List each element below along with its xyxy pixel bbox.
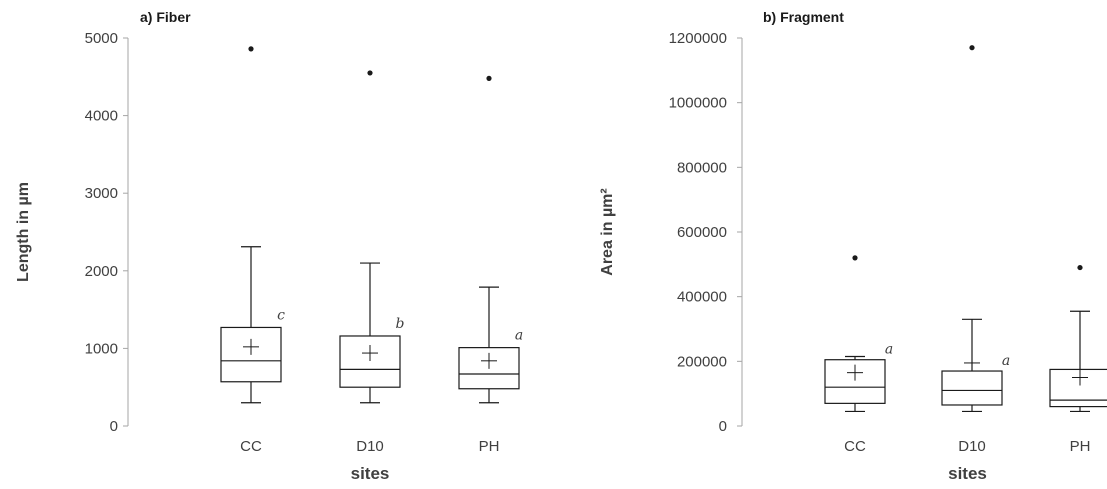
- fragment-x-axis-label: sites: [948, 464, 987, 483]
- fiber-y-tick-label: 3000: [85, 185, 118, 202]
- fragment-cc-outlier-point: [852, 255, 858, 261]
- fragment-y-axis-label: Area in µm²: [599, 188, 616, 275]
- fiber-y-tick-label: 2000: [85, 263, 118, 280]
- fragment-d10-outlier-point: [969, 45, 975, 51]
- fragment-y-tick-label: 1200000: [669, 30, 727, 47]
- fiber-y-tick-label: 1000: [85, 340, 118, 357]
- fiber-y-tick-label: 5000: [85, 30, 118, 47]
- fiber-d10-category-label: D10: [356, 438, 384, 455]
- fiber-y-axis-label: Length in µm: [15, 182, 32, 282]
- fiber-panel-title: a) Fiber: [140, 9, 191, 25]
- fiber-cc-significance-letter: c: [277, 307, 285, 323]
- fragment-cc-significance-letter: a: [885, 342, 893, 358]
- fragment-y-tick-label: 200000: [677, 353, 727, 370]
- fiber-ph-significance-letter: a: [515, 328, 523, 344]
- fragment-y-tick-label: 400000: [677, 289, 727, 306]
- fragment-ph-category-label: PH: [1070, 438, 1091, 455]
- fragment-y-tick-label: 600000: [677, 224, 727, 241]
- fiber-d10-significance-letter: b: [396, 316, 405, 332]
- fiber-x-axis-label: sites: [351, 464, 390, 483]
- fiber-y-tick-label: 4000: [85, 108, 118, 125]
- fragment-ph-outlier-point: [1077, 264, 1083, 271]
- fiber-ph-category-label: PH: [479, 438, 500, 455]
- fragment-panel-title: b) Fragment: [763, 9, 844, 25]
- fiber-y-tick-label: 0: [110, 418, 118, 435]
- fiber-d10-box: [339, 335, 401, 388]
- fragment-d10-significance-letter: a: [1002, 353, 1010, 369]
- fragment-d10-category-label: D10: [958, 438, 986, 455]
- fragment-ph-box: [1049, 368, 1107, 408]
- fiber-cc-category-label: CC: [240, 438, 262, 455]
- fiber-cc-outlier-point: [248, 46, 254, 52]
- fragment-y-tick-label: 800000: [677, 159, 727, 176]
- fragment-y-tick-label: 0: [719, 418, 727, 435]
- fragment-y-tick-label: 1000000: [669, 95, 727, 112]
- fragment-d10-box: [941, 370, 1003, 406]
- fiber-ph-outlier-point: [486, 75, 492, 81]
- fiber-d10-outlier-point: [367, 70, 373, 76]
- fragment-cc-category-label: CC: [844, 438, 866, 455]
